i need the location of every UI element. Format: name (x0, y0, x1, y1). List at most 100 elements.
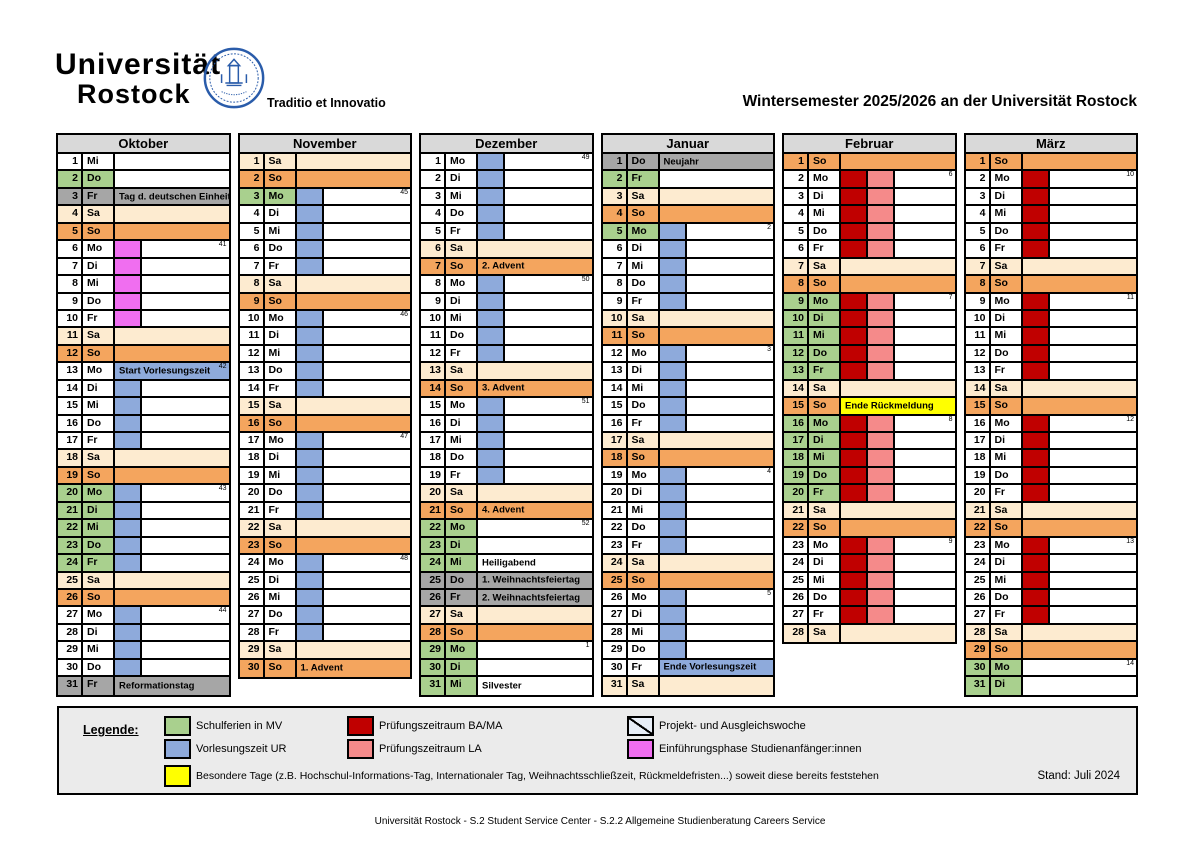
day-number: 29 (602, 642, 628, 658)
day-number: 6 (602, 241, 628, 257)
day-weekday: Di (446, 659, 478, 676)
period-band (1022, 589, 1050, 606)
day-rest (687, 468, 774, 483)
day-weekday: Sa (264, 520, 297, 536)
day-weekday: Di (627, 241, 660, 257)
day-row: 19 So (58, 467, 229, 486)
period-band (115, 502, 142, 519)
day-row: 20 Sa (421, 485, 592, 503)
day-number: 25 (421, 572, 446, 588)
day-label: 2. Advent (482, 260, 525, 272)
day-weekday: Mi (990, 206, 1023, 222)
day-rest (142, 503, 229, 518)
day-number: 16 (58, 415, 83, 431)
day-fill (115, 154, 229, 169)
day-row: 5 Do (784, 223, 955, 242)
period-band (868, 589, 895, 606)
day-number: 10 (421, 310, 446, 327)
day-fill (1022, 258, 1136, 275)
day-number: 21 (58, 502, 83, 519)
day-content (478, 624, 592, 641)
day-content (115, 293, 229, 309)
day-content (659, 310, 773, 327)
day-weekday: Do (264, 607, 297, 623)
period-band (478, 171, 505, 187)
day-number: 30 (602, 659, 628, 676)
day-number: 9 (965, 293, 991, 309)
day-row: 3 Mo 45 (239, 188, 410, 207)
day-row: 12 So (58, 345, 229, 364)
day-weekday: Do (990, 345, 1023, 362)
day-rest (687, 381, 774, 396)
day-row: 3 Fr Tag d. deutschen Einheit (58, 188, 229, 207)
day-content (115, 206, 229, 222)
day-number: 27 (421, 607, 446, 623)
day-number: 6 (965, 241, 991, 257)
day-number: 27 (239, 607, 265, 623)
period-band (1022, 485, 1050, 501)
day-row: 22 So (784, 520, 955, 538)
day-rest (142, 311, 229, 326)
day-row: 27 Sa (421, 607, 592, 625)
stand-date: Stand: Juli 2024 (1037, 770, 1120, 782)
day-weekday: Do (809, 223, 841, 240)
legend-label: Vorlesungszeit UR (196, 743, 287, 755)
day-weekday: Di (627, 485, 660, 501)
day-row: 5 Fr (421, 223, 592, 242)
day-weekday: So (264, 293, 297, 309)
day-fill (659, 659, 773, 676)
day-number: 28 (784, 624, 809, 643)
day-weekday: Mo (809, 171, 841, 187)
calendar: Oktober 1 Mi 2 Do 3 Fr Tag d. deutschen Einheit… (56, 133, 1138, 697)
day-weekday: Mo (446, 642, 478, 658)
day-rest (687, 346, 774, 361)
day-weekday: So (809, 398, 841, 414)
day-number: 7 (602, 258, 628, 275)
day-content (115, 537, 229, 554)
day-content (296, 345, 410, 362)
day-number: 16 (965, 415, 991, 431)
day-weekday: Fr (264, 380, 297, 397)
day-number: 23 (965, 537, 991, 554)
day-number: 17 (239, 433, 265, 449)
day-row: 8 Sa (239, 276, 410, 294)
day-content (659, 624, 773, 641)
day-fill (115, 589, 229, 606)
day-number: 12 (965, 345, 991, 362)
day-weekday: Mo (627, 223, 660, 240)
day-content: 14 (1022, 659, 1136, 676)
day-fill (296, 154, 410, 170)
day-content (115, 171, 229, 187)
day-content (115, 502, 229, 519)
week-number: 46 (400, 310, 408, 318)
day-content (296, 293, 410, 309)
day-content: 9 (841, 537, 955, 554)
day-fill (478, 538, 592, 553)
day-weekday: Mo (990, 293, 1023, 309)
schulferien-swatch-icon (164, 716, 191, 736)
day-number: 21 (965, 502, 991, 519)
month-header: Dezember (421, 135, 592, 154)
day-row: 20 Di (602, 485, 773, 503)
day-rest (324, 311, 411, 326)
day-row: 21 Fr (239, 502, 410, 521)
week-number: 45 (400, 188, 408, 196)
period-band (868, 206, 895, 222)
day-row: 20 Mo 43 (58, 485, 229, 503)
day-row: 4 Di (239, 206, 410, 224)
day-row: 26 So (58, 589, 229, 608)
week-number: 7 (948, 293, 953, 301)
day-weekday: Di (627, 607, 660, 623)
day-weekday: Fr (264, 258, 297, 275)
day-rest (324, 381, 411, 396)
day-weekday: Mi (809, 450, 841, 466)
day-rest (687, 590, 774, 605)
day-content (1022, 241, 1136, 257)
day-content (841, 450, 955, 466)
day-number: 13 (58, 363, 83, 379)
day-number: 12 (421, 345, 446, 362)
day-number: 10 (239, 310, 265, 327)
legend-item-schulferien: Schulferien in MV (164, 716, 282, 736)
day-weekday: Fr (446, 467, 478, 484)
day-weekday: So (83, 345, 115, 362)
